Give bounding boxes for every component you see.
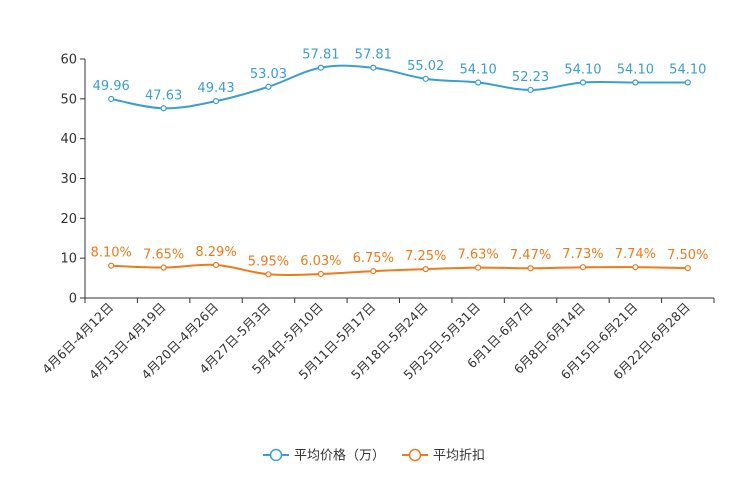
data-label: 54.10 xyxy=(564,63,601,78)
legend-label: 平均价格（万） xyxy=(294,448,385,464)
data-label: 7.74% xyxy=(615,247,656,262)
data-point xyxy=(422,266,429,273)
data-point xyxy=(475,264,482,271)
data-point xyxy=(108,95,115,103)
series-1: 49.96 47.63 49.43 53.03 57.81 57.81 55.02 54.10… xyxy=(93,48,706,112)
data-point xyxy=(632,264,639,271)
legend-item-2: 平均折扣 xyxy=(402,449,485,464)
data-label: 7.73% xyxy=(562,247,603,262)
data-label: 6.75% xyxy=(353,251,394,266)
data-point xyxy=(422,75,429,82)
data-point xyxy=(527,86,534,94)
series-layer: 49.96 47.63 49.43 53.03 57.81 57.81 55.02 54.10… xyxy=(91,48,708,278)
data-point xyxy=(475,79,482,86)
data-label: 52.23 xyxy=(512,70,549,85)
y-tick-label: 40 xyxy=(60,132,77,147)
data-label: 47.63 xyxy=(145,88,182,103)
data-point xyxy=(370,64,377,71)
data-point xyxy=(108,262,115,269)
data-point xyxy=(684,265,691,272)
data-label: 54.10 xyxy=(669,63,706,78)
data-label: 8.10% xyxy=(91,246,132,261)
y-tick-label: 60 xyxy=(60,53,77,68)
data-label: 55.02 xyxy=(407,59,444,74)
data-label: 7.63% xyxy=(457,248,498,263)
y-tick-label: 30 xyxy=(60,172,77,187)
legend-marker xyxy=(269,448,283,462)
y-axis: 0 10 20 30 40 50 60 xyxy=(60,53,86,307)
data-point xyxy=(160,105,167,112)
data-point xyxy=(265,271,272,278)
data-point xyxy=(160,264,167,271)
data-label: 57.81 xyxy=(302,48,339,63)
data-point xyxy=(212,261,220,269)
y-tick-label: 0 xyxy=(69,292,77,307)
legend: 平均价格（万） 平均折扣 xyxy=(263,448,485,464)
data-label: 54.10 xyxy=(617,63,654,78)
series-2: 8.10% 7.65% 8.29% 5.95% 6.03% 6.75% 7.25% 7.63%… xyxy=(91,245,708,278)
y-tick-label: 20 xyxy=(60,212,77,227)
data-point xyxy=(317,270,324,278)
data-point xyxy=(212,98,220,105)
x-axis: 4月6日-4月12日4月13日-4月19日4月20日-4月26日4月27日-5月… xyxy=(39,297,715,382)
data-point xyxy=(632,79,639,86)
data-point xyxy=(684,79,691,86)
legend-label: 平均折扣 xyxy=(433,449,485,464)
data-label: 7.65% xyxy=(143,248,184,263)
data-point xyxy=(579,79,587,86)
series-line xyxy=(111,263,688,277)
data-label: 49.43 xyxy=(197,81,234,96)
y-tick-label: 50 xyxy=(60,92,77,107)
data-point xyxy=(317,64,324,71)
legend-item-1: 平均价格（万） xyxy=(263,448,385,464)
data-label: 8.29% xyxy=(195,245,236,260)
data-point xyxy=(579,264,587,271)
series-line xyxy=(111,64,688,110)
data-label: 5.95% xyxy=(248,254,289,269)
y-tick-label: 10 xyxy=(60,252,77,267)
data-point xyxy=(370,268,377,275)
data-point xyxy=(265,83,272,90)
data-label: 49.96 xyxy=(93,79,130,94)
data-label: 7.50% xyxy=(667,248,708,263)
legend-marker xyxy=(408,448,422,462)
data-label: 7.47% xyxy=(510,248,551,263)
data-label: 6.03% xyxy=(300,254,341,269)
data-label: 57.81 xyxy=(355,48,392,63)
data-point xyxy=(527,265,534,272)
data-label: 53.03 xyxy=(250,67,287,82)
data-label: 7.25% xyxy=(405,249,446,264)
data-label: 54.10 xyxy=(460,63,497,78)
